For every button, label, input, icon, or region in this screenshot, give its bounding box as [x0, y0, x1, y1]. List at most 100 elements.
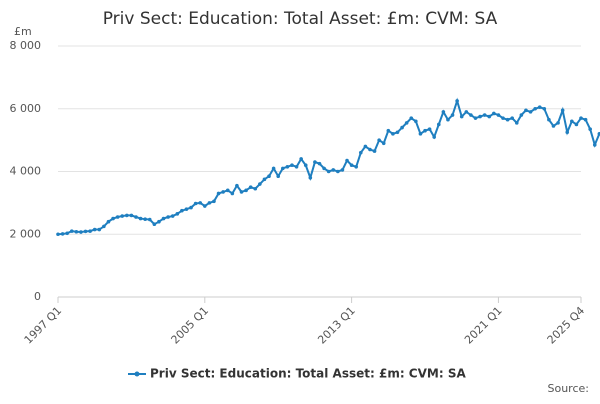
point: [547, 117, 551, 122]
point: [235, 183, 239, 188]
point: [478, 114, 482, 119]
x-tick-label: 2013 Q1: [315, 304, 358, 347]
point: [524, 108, 528, 113]
point: [414, 119, 418, 124]
point: [372, 149, 377, 153]
point: [143, 217, 147, 221]
point: [322, 166, 326, 171]
x-tick-label: 2021 Q1: [462, 304, 505, 347]
point: [189, 205, 193, 210]
point: [331, 168, 336, 172]
chart-title: Priv Sect: Education: Total Asset: £m: C…: [103, 9, 498, 29]
point: [386, 128, 391, 133]
legend-label: Priv Sect: Education: Total Asset: £m: C…: [150, 367, 466, 381]
point: [409, 116, 414, 120]
point: [510, 116, 514, 120]
point: [354, 164, 359, 169]
point: [170, 214, 175, 218]
point: [221, 190, 225, 194]
point: [102, 224, 106, 229]
point: [317, 161, 322, 166]
point: [198, 201, 203, 205]
point: [505, 117, 510, 122]
point: [528, 110, 533, 114]
y-tick-label: 4 000: [10, 165, 42, 178]
x-tick-label: 2025 Q4: [545, 304, 588, 347]
point: [303, 163, 308, 168]
y-tick-label: 8 000: [10, 39, 42, 52]
point: [446, 117, 450, 122]
point: [157, 219, 161, 224]
point: [473, 116, 478, 120]
point: [313, 160, 317, 164]
point: [395, 130, 400, 135]
point: [88, 229, 92, 233]
point: [294, 164, 299, 169]
point: [514, 121, 519, 125]
point: [349, 163, 354, 168]
point: [533, 106, 537, 111]
point: [592, 143, 597, 147]
point: [340, 168, 345, 172]
point: [115, 215, 120, 219]
point: [551, 124, 556, 128]
point: [377, 138, 381, 142]
point: [92, 227, 97, 232]
point: [336, 169, 340, 174]
point: [436, 122, 441, 127]
point: [106, 219, 111, 224]
point: [83, 229, 88, 234]
point: [271, 166, 276, 171]
point: [152, 222, 157, 227]
point: [542, 106, 547, 111]
point: [423, 128, 427, 133]
point: [184, 207, 189, 211]
point: [56, 232, 60, 237]
point: [381, 141, 386, 146]
point: [469, 113, 473, 117]
y-tick-label: 0: [34, 290, 41, 303]
point: [588, 127, 592, 131]
point: [519, 113, 524, 117]
point: [216, 191, 221, 196]
point: [253, 186, 258, 191]
point: [161, 216, 166, 221]
point: [69, 229, 74, 233]
point: [565, 130, 570, 135]
point: [207, 201, 212, 205]
point: [597, 132, 600, 136]
point: [203, 204, 207, 208]
point: [308, 175, 313, 180]
x-tick-label: 1997 Q1: [22, 304, 65, 347]
y-unit: £m: [14, 25, 32, 38]
point: [441, 110, 446, 114]
point: [492, 111, 496, 116]
point: [482, 113, 487, 117]
point: [285, 164, 290, 169]
point: [193, 201, 198, 206]
point: [464, 110, 469, 114]
point: [455, 99, 459, 103]
point: [556, 121, 560, 125]
point: [579, 116, 583, 120]
point: [276, 174, 281, 179]
point: [120, 214, 125, 218]
point: [134, 215, 138, 219]
x-tick-label: 2005 Q1: [169, 304, 212, 347]
point: [427, 127, 432, 131]
point: [65, 231, 69, 236]
point: [358, 150, 363, 155]
point: [326, 169, 331, 174]
point: [363, 144, 368, 149]
point: [267, 174, 271, 179]
point: [368, 147, 372, 152]
point: [487, 114, 492, 119]
point: [239, 190, 244, 194]
y-tick-label: 2 000: [10, 227, 42, 240]
point: [345, 158, 349, 163]
point: [180, 208, 184, 213]
point: [248, 185, 253, 189]
point: [450, 113, 455, 117]
point: [138, 216, 143, 221]
point: [262, 177, 267, 182]
